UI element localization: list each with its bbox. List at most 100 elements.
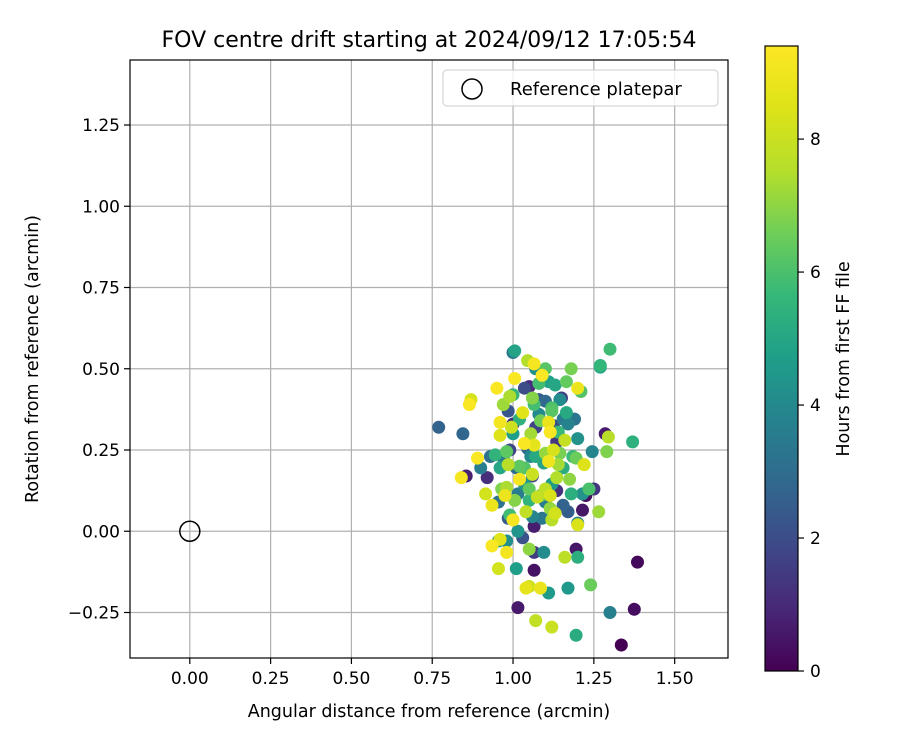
data-point — [582, 482, 596, 496]
data-point — [556, 498, 570, 512]
data-point — [585, 445, 599, 459]
data-point — [527, 519, 541, 533]
data-point — [493, 415, 507, 429]
plot-frame — [129, 59, 729, 659]
legend-label: Reference platepar — [510, 79, 682, 100]
x-tick-label: 0.25 — [252, 669, 290, 689]
data-point — [516, 406, 530, 420]
colorbar-ticks: 0 2 4 6 8 — [798, 130, 821, 682]
data-point — [550, 471, 564, 485]
data-point — [542, 454, 556, 468]
data-point — [571, 550, 585, 564]
data-point — [503, 389, 517, 403]
data-point — [508, 493, 522, 507]
data-point — [561, 417, 575, 431]
data-point — [454, 471, 468, 485]
data-point — [548, 378, 562, 392]
data-point — [535, 511, 549, 525]
data-point — [614, 638, 628, 652]
data-point — [537, 545, 551, 559]
data-point — [527, 357, 541, 371]
data-point — [603, 606, 617, 619]
data-point — [492, 562, 505, 576]
data-point — [603, 342, 617, 356]
data-point — [561, 581, 575, 595]
data-point — [525, 391, 539, 405]
colorbar-gradient — [765, 46, 798, 671]
data-point — [571, 518, 585, 532]
data-point — [559, 375, 573, 389]
y-tick-label: 0.25 — [82, 441, 120, 461]
data-point — [527, 438, 541, 452]
y-tick-label: 1.00 — [82, 197, 120, 217]
data-point — [592, 505, 606, 519]
data-point — [485, 539, 499, 553]
x-tick-label: 1.00 — [494, 669, 532, 689]
y-tick-label: 0.50 — [82, 360, 120, 380]
data-point — [479, 487, 493, 501]
data-point — [485, 498, 499, 512]
y-tick-label: −0.25 — [68, 604, 120, 624]
data-point — [543, 425, 557, 439]
data-point — [519, 581, 533, 595]
y-axis-label: Rotation from reference (arcmin) — [23, 215, 43, 503]
data-point — [432, 420, 446, 434]
data-point — [569, 628, 583, 642]
data-point — [500, 545, 514, 559]
data-point — [517, 437, 531, 450]
data-point — [545, 620, 559, 634]
colorbar-tick-label: 2 — [810, 529, 821, 549]
data-point — [490, 381, 504, 395]
colorbar-label: Hours from first FF file — [834, 261, 854, 456]
data-point — [511, 524, 525, 538]
colorbar-tick-label: 8 — [810, 130, 821, 150]
y-tick-label: 1.25 — [82, 116, 120, 136]
data-point — [462, 398, 476, 411]
y-gridlines — [130, 124, 728, 614]
data-point — [471, 451, 484, 465]
data-point — [488, 448, 502, 462]
data-point — [548, 506, 562, 520]
data-point — [631, 555, 644, 569]
x-axis-ticks: 0.00 0.25 0.50 0.75 1.00 1.25 1.50 — [171, 658, 694, 689]
x-axis-label: Angular distance from reference (arcmin) — [248, 702, 611, 722]
data-point — [506, 513, 520, 527]
data-point — [480, 471, 494, 485]
data-point — [530, 490, 544, 504]
data-point — [529, 614, 543, 628]
data-point — [601, 430, 615, 444]
reference-platepar-marker — [179, 520, 201, 542]
y-tick-label: 0.00 — [82, 522, 120, 542]
data-point — [534, 581, 547, 595]
data-point — [558, 433, 572, 447]
data-point — [501, 458, 515, 472]
data-point — [513, 459, 526, 473]
data-point — [527, 563, 541, 577]
data-point — [509, 562, 523, 576]
chart-title: FOV centre drift starting at 2024/09/12 … — [162, 28, 697, 53]
data-point — [584, 578, 598, 592]
x-gridlines — [189, 60, 676, 658]
data-point — [456, 427, 470, 441]
data-point — [522, 542, 536, 556]
x-tick-label: 0.75 — [413, 669, 451, 689]
data-point — [525, 467, 539, 481]
legend-open-circle-icon — [461, 78, 483, 100]
y-axis-ticks: −0.25 0.00 0.25 0.50 0.75 1.00 1.25 — [68, 116, 130, 624]
x-tick-label: 1.25 — [575, 669, 613, 689]
data-point — [524, 427, 538, 441]
data-point — [522, 482, 536, 496]
x-tick-label: 1.50 — [656, 669, 694, 689]
data-point — [559, 406, 573, 420]
data-point — [542, 415, 556, 429]
colorbar-tick-label: 6 — [810, 263, 821, 283]
colorbar-tick-label: 0 — [810, 662, 821, 682]
data-point — [627, 602, 641, 616]
data-point — [558, 550, 572, 564]
data-points — [432, 342, 644, 652]
data-point — [498, 489, 512, 502]
data-point — [600, 445, 614, 459]
colorbar-tick-label: 4 — [810, 396, 821, 416]
colorbar-frame — [764, 45, 799, 672]
